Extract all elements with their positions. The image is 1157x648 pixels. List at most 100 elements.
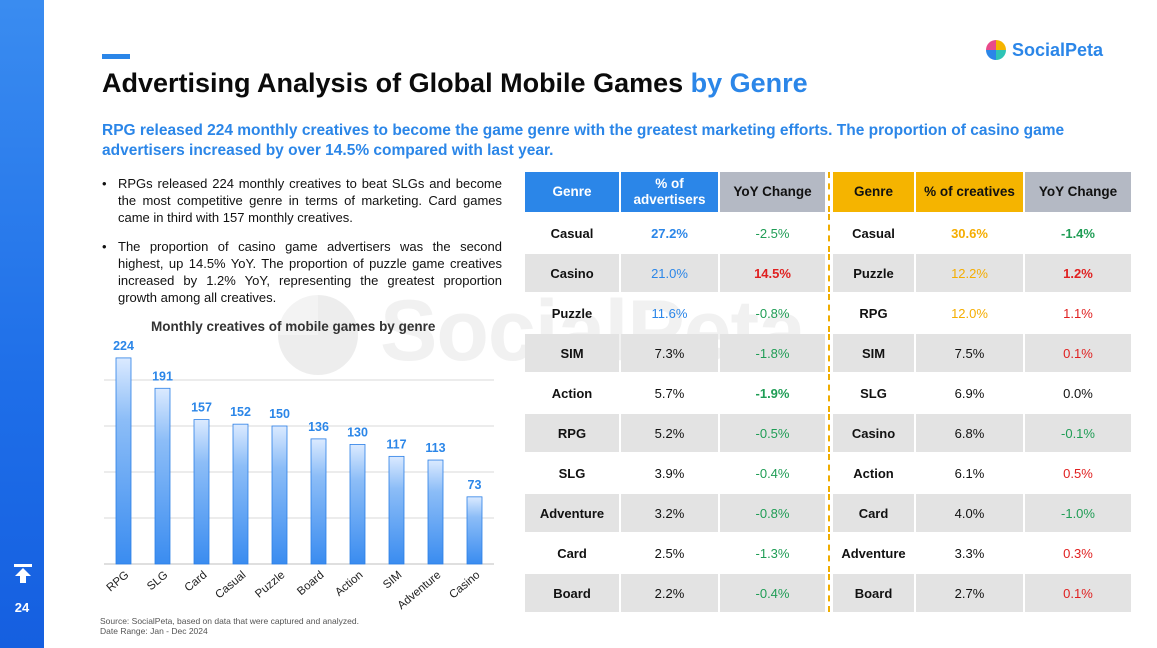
bar-value-label: 117 — [386, 437, 406, 451]
cell-pct-creatives: 6.1% — [954, 465, 985, 481]
table-row: Puzzle 11.6% -0.8% RPG 12.0% 1.1% — [525, 294, 1131, 332]
bullet-dot: • — [102, 239, 107, 254]
dashed-divider — [828, 172, 830, 212]
cell-yoy-left: -0.5% — [720, 414, 825, 452]
cell-genre-right: RPG — [859, 305, 888, 321]
cell-genre-left: Card — [557, 545, 587, 561]
cell-genre-left: SLG — [558, 465, 586, 481]
header-pct-creatives: % of creatives — [916, 172, 1023, 212]
cell-yoy-left: -0.8% — [720, 494, 825, 532]
cell-pct-advertisers: 7.3% — [621, 334, 718, 372]
table-row: RPG 5.2% -0.5% Casino 6.8% -0.1% — [525, 414, 1131, 452]
back-to-top-icon[interactable] — [12, 562, 34, 584]
table-separator — [827, 574, 831, 612]
cell-genre-right: Action — [853, 465, 894, 481]
dashed-divider — [828, 534, 830, 572]
cell-genre-left: Casual — [550, 225, 594, 241]
bar-value-label: 150 — [269, 407, 290, 421]
x-tick-label: SLG — [145, 569, 170, 593]
bar-chart: 224 RPG 191 SLG 157 Card 152 Casual 150 Puzzle 136… — [104, 339, 494, 612]
bullet-text: RPGs released 224 monthly creatives to b… — [118, 176, 502, 225]
cell-pct-creatives: 7.5% — [916, 334, 1023, 372]
date-range-line: Date Range: Jan - Dec 2024 — [100, 626, 208, 636]
table-separator — [827, 494, 831, 532]
dashed-divider — [828, 334, 830, 372]
cell-pct-creatives: 4.0% — [916, 494, 1023, 532]
table-separator — [827, 374, 831, 412]
cell-pct-advertisers: 2.5% — [654, 545, 685, 561]
x-tick-label: SIM — [381, 569, 404, 591]
cell-yoy-right: 1.2% — [1025, 254, 1131, 292]
cell-genre-left: Board — [525, 574, 619, 612]
table-separator — [827, 172, 831, 212]
cell-yoy-right: 0.0% — [1063, 385, 1093, 401]
bullet-dot: • — [102, 176, 107, 191]
dashed-divider — [828, 454, 830, 492]
x-tick-label: Action — [333, 569, 365, 599]
title-main: Advertising Analysis of Global Mobile Ga… — [102, 68, 691, 98]
cell-yoy-left: -0.8% — [755, 305, 790, 321]
cell-genre-right: SIM — [833, 334, 914, 372]
table-row: SIM 7.3% -1.8% SIM 7.5% 0.1% — [525, 334, 1131, 372]
header-yoy-right: YoY Change — [1025, 172, 1131, 212]
bar-casino — [466, 496, 483, 565]
table-separator — [827, 414, 831, 452]
header-yoy-left: YoY Change — [720, 172, 825, 212]
cell-genre-left: Action — [551, 385, 593, 401]
table-separator — [827, 294, 831, 332]
source-line: Source: SocialPeta, based on data that w… — [100, 616, 359, 626]
bar-value-label: 157 — [191, 401, 212, 415]
cell-yoy-right: 1.1% — [1063, 305, 1093, 321]
bar-adventure — [427, 459, 444, 565]
dashed-divider — [828, 294, 830, 332]
cell-pct-advertisers: 27.2% — [651, 225, 688, 241]
cell-pct-advertisers: 2.2% — [621, 574, 718, 612]
table-separator — [827, 254, 831, 292]
cell-pct-advertisers: 5.7% — [654, 385, 685, 401]
dashed-divider — [828, 494, 830, 532]
table-row: Adventure 3.2% -0.8% Card 4.0% -1.0% — [525, 494, 1131, 532]
bullet-text: The proportion of casino game advertiser… — [118, 239, 502, 305]
bullet-item: • The proportion of casino game advertis… — [102, 238, 502, 306]
cell-yoy-left: -0.4% — [720, 574, 825, 612]
x-tick-label: Casino — [447, 569, 482, 601]
bar-value-label: 130 — [347, 425, 368, 439]
cell-pct-creatives: 6.8% — [916, 414, 1023, 452]
bar-value-label: 191 — [152, 369, 173, 383]
table-separator — [827, 214, 831, 252]
cell-pct-creatives: 12.2% — [916, 254, 1023, 292]
dashed-divider — [828, 414, 830, 452]
table-header-row: Genre % of advertisers YoY Change Genre … — [525, 172, 1131, 212]
bar-value-label: 73 — [468, 478, 482, 492]
genre-table: Genre % of advertisers YoY Change Genre … — [523, 170, 1133, 614]
cell-yoy-right: 0.3% — [1063, 545, 1093, 561]
bar-value-label: 136 — [308, 420, 329, 434]
cell-genre-right: Casual — [852, 225, 895, 241]
cell-yoy-right: 0.1% — [1025, 574, 1131, 612]
table-separator — [827, 534, 831, 572]
header-genre-right: Genre — [833, 172, 914, 212]
x-tick-label: Puzzle — [253, 569, 287, 600]
cell-yoy-right: -1.4% — [1061, 225, 1095, 241]
cell-pct-creatives: 30.6% — [951, 225, 988, 241]
cell-pct-creatives: 6.9% — [954, 385, 985, 401]
cell-pct-creatives: 2.7% — [916, 574, 1023, 612]
dashed-divider — [828, 254, 830, 292]
cell-pct-advertisers: 5.2% — [621, 414, 718, 452]
cell-yoy-left: -1.8% — [720, 334, 825, 372]
cell-genre-left: Adventure — [525, 494, 619, 532]
bar-rpg — [115, 357, 132, 565]
header-pct-advertisers: % of advertisers — [621, 172, 718, 212]
table-row: Card 2.5% -1.3% Adventure 3.3% 0.3% — [525, 534, 1131, 572]
table-row: Board 2.2% -0.4% Board 2.7% 0.1% — [525, 574, 1131, 612]
bar-casual — [232, 423, 249, 565]
dashed-divider — [828, 574, 830, 612]
cell-pct-advertisers: 3.2% — [621, 494, 718, 532]
bar-slg — [154, 387, 171, 565]
cell-genre-left: Puzzle — [551, 305, 593, 321]
sidebar: 24 — [0, 0, 44, 648]
brand-logo: SocialPeta — [985, 37, 1103, 63]
source-note: Source: SocialPeta, based on data that w… — [100, 616, 359, 636]
cell-genre-left: SIM — [525, 334, 619, 372]
x-tick-label: RPG — [105, 569, 132, 594]
